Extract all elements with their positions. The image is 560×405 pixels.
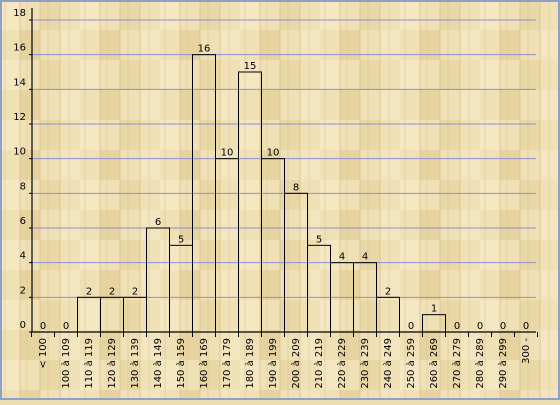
y-tick-label: 0 bbox=[20, 320, 26, 331]
x-tick-label: 190 à 199 bbox=[267, 338, 279, 389]
y-tick-label: 2 bbox=[20, 285, 26, 296]
data-label: 0 bbox=[40, 321, 46, 332]
x-tick-label: 130 à 139 bbox=[129, 338, 141, 389]
x-tick-label: 180 à 189 bbox=[244, 338, 256, 389]
data-label: 2 bbox=[86, 286, 92, 297]
y-tick-label: 10 bbox=[13, 147, 26, 158]
data-label: 6 bbox=[155, 217, 161, 228]
x-tick-label: 170 à 179 bbox=[221, 338, 233, 389]
x-tick-label: 160 à 169 bbox=[198, 338, 210, 389]
x-tick-label: 280 à 289 bbox=[474, 338, 486, 389]
x-tick-label: 260 à 269 bbox=[428, 338, 440, 389]
y-tick-label: 18 bbox=[13, 8, 26, 19]
data-label: 2 bbox=[385, 286, 391, 297]
y-tick-label: 6 bbox=[20, 216, 26, 227]
x-tick-label: 200 à 209 bbox=[290, 338, 302, 389]
data-label: 0 bbox=[477, 321, 483, 332]
x-tick-label: 300 - bbox=[521, 338, 532, 364]
data-label: 0 bbox=[63, 321, 69, 332]
y-tick-label: 14 bbox=[13, 77, 26, 88]
data-label: 16 bbox=[198, 44, 211, 55]
data-label: 0 bbox=[523, 321, 529, 332]
data-label: 2 bbox=[132, 286, 138, 297]
axes bbox=[29, 8, 538, 337]
data-label: 2 bbox=[109, 286, 115, 297]
data-label: 5 bbox=[316, 234, 322, 245]
data-label: 0 bbox=[500, 321, 506, 332]
data-label: 0 bbox=[454, 321, 460, 332]
x-tick-label: 100 à 109 bbox=[60, 338, 72, 389]
data-label: 0 bbox=[408, 321, 414, 332]
y-tick-label: 4 bbox=[20, 251, 26, 262]
x-tick-label: 140 à 149 bbox=[152, 338, 164, 389]
x-tick-label: 230 à 239 bbox=[359, 338, 371, 389]
y-tick-label: 16 bbox=[13, 43, 26, 54]
data-label: 1 bbox=[431, 304, 437, 315]
x-tick-label: 150 à 159 bbox=[175, 338, 187, 389]
x-tick-label: < 100 bbox=[38, 338, 49, 369]
data-label: 10 bbox=[221, 148, 234, 159]
x-tick-label: 210 à 219 bbox=[313, 338, 325, 389]
x-tick-label: 240 à 249 bbox=[382, 338, 394, 389]
data-label: 15 bbox=[244, 61, 257, 72]
x-tick-label: 250 à 259 bbox=[405, 338, 417, 389]
y-tick-label: 12 bbox=[13, 112, 26, 123]
data-label: 5 bbox=[178, 234, 184, 245]
data-label: 10 bbox=[267, 148, 280, 159]
data-label: 4 bbox=[362, 252, 368, 263]
x-tick-label: 270 à 279 bbox=[451, 338, 463, 389]
x-tick-label: 120 à 129 bbox=[106, 338, 118, 389]
x-tick-label: 220 à 229 bbox=[336, 338, 348, 389]
y-tick-label: 8 bbox=[20, 181, 26, 192]
x-tick-label: 290 à 299 bbox=[497, 338, 509, 389]
data-label: 8 bbox=[293, 182, 299, 193]
data-label: 4 bbox=[339, 252, 345, 263]
x-tick-label: 110 à 119 bbox=[83, 338, 95, 389]
